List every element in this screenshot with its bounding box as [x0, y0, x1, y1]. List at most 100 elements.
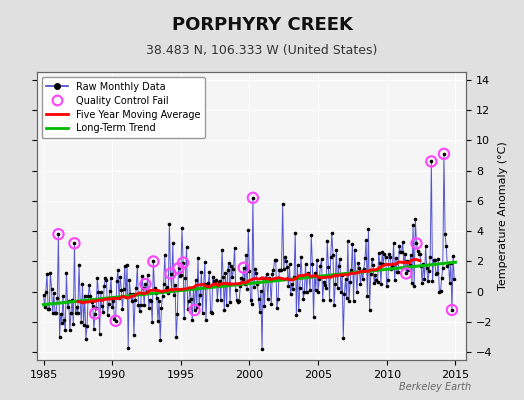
Point	[379, 260, 388, 267]
Point	[45, 306, 53, 312]
Point	[289, 285, 297, 292]
Point	[430, 256, 438, 263]
Point	[276, 267, 285, 273]
Point	[385, 251, 393, 258]
Point	[56, 334, 64, 340]
Point	[43, 271, 51, 278]
Point	[172, 334, 180, 340]
Point	[60, 317, 68, 324]
Point	[416, 250, 424, 257]
Point	[247, 301, 256, 308]
Point	[227, 263, 235, 270]
Point	[58, 320, 66, 326]
Text: Berkeley Earth: Berkeley Earth	[399, 382, 472, 392]
Point	[331, 281, 340, 287]
Point	[314, 289, 322, 295]
Point	[78, 281, 86, 288]
Point	[422, 265, 431, 271]
Point	[274, 296, 282, 302]
Point	[201, 259, 209, 266]
Point	[93, 275, 102, 282]
Point	[288, 280, 296, 287]
Point	[127, 298, 136, 305]
Point	[91, 310, 99, 317]
Point	[188, 317, 196, 323]
Point	[383, 282, 391, 289]
Point	[137, 301, 145, 308]
Point	[80, 322, 88, 328]
Point	[109, 298, 117, 304]
Point	[74, 310, 82, 316]
Text: 38.483 N, 106.333 W (United States): 38.483 N, 106.333 W (United States)	[146, 44, 378, 57]
Point	[287, 291, 295, 298]
Point	[100, 283, 108, 290]
Point	[394, 269, 402, 276]
Point	[347, 267, 355, 274]
Point	[402, 270, 410, 277]
Point	[329, 251, 337, 258]
Point	[307, 232, 315, 238]
Point	[447, 307, 456, 313]
Point	[258, 346, 266, 352]
Point	[196, 292, 204, 298]
Point	[278, 201, 287, 207]
Point	[417, 263, 425, 269]
Point	[94, 289, 103, 296]
Point	[183, 306, 192, 312]
Point	[212, 277, 221, 283]
Point	[122, 294, 130, 300]
Point	[369, 262, 377, 268]
Point	[270, 256, 279, 263]
Point	[75, 261, 83, 268]
Point	[244, 227, 253, 233]
Point	[340, 291, 348, 297]
Point	[41, 288, 50, 295]
Point	[54, 231, 62, 237]
Point	[245, 268, 254, 274]
Point	[154, 318, 162, 324]
Point	[90, 326, 98, 332]
Point	[182, 244, 191, 250]
Point	[284, 282, 292, 289]
Point	[76, 298, 84, 304]
Point	[191, 276, 200, 283]
Point	[355, 265, 364, 272]
Point	[361, 255, 369, 262]
Point	[316, 263, 324, 269]
Point	[434, 256, 442, 263]
Point	[116, 274, 124, 280]
Point	[189, 285, 198, 291]
Point	[396, 248, 405, 255]
Point	[180, 314, 189, 321]
Point	[442, 243, 451, 250]
Point	[425, 268, 433, 274]
Point	[233, 296, 241, 303]
Point	[59, 293, 67, 300]
Point	[251, 266, 259, 272]
Point	[70, 240, 79, 246]
Point	[151, 290, 160, 296]
Point	[209, 274, 217, 280]
Point	[389, 240, 398, 247]
Point	[156, 337, 165, 344]
Point	[282, 258, 290, 264]
Point	[239, 264, 248, 271]
Point	[412, 240, 421, 247]
Point	[216, 297, 225, 304]
Point	[179, 260, 187, 266]
Point	[193, 304, 201, 310]
Point	[348, 241, 357, 248]
Point	[162, 286, 170, 292]
Point	[444, 260, 453, 266]
Point	[381, 254, 390, 260]
Point	[395, 243, 403, 250]
Point	[115, 295, 123, 302]
Point	[72, 304, 81, 310]
Point	[374, 279, 382, 285]
Point	[418, 280, 427, 286]
Point	[124, 344, 133, 351]
Point	[119, 286, 128, 292]
Point	[296, 284, 304, 291]
Point	[320, 279, 328, 286]
Point	[363, 292, 372, 299]
